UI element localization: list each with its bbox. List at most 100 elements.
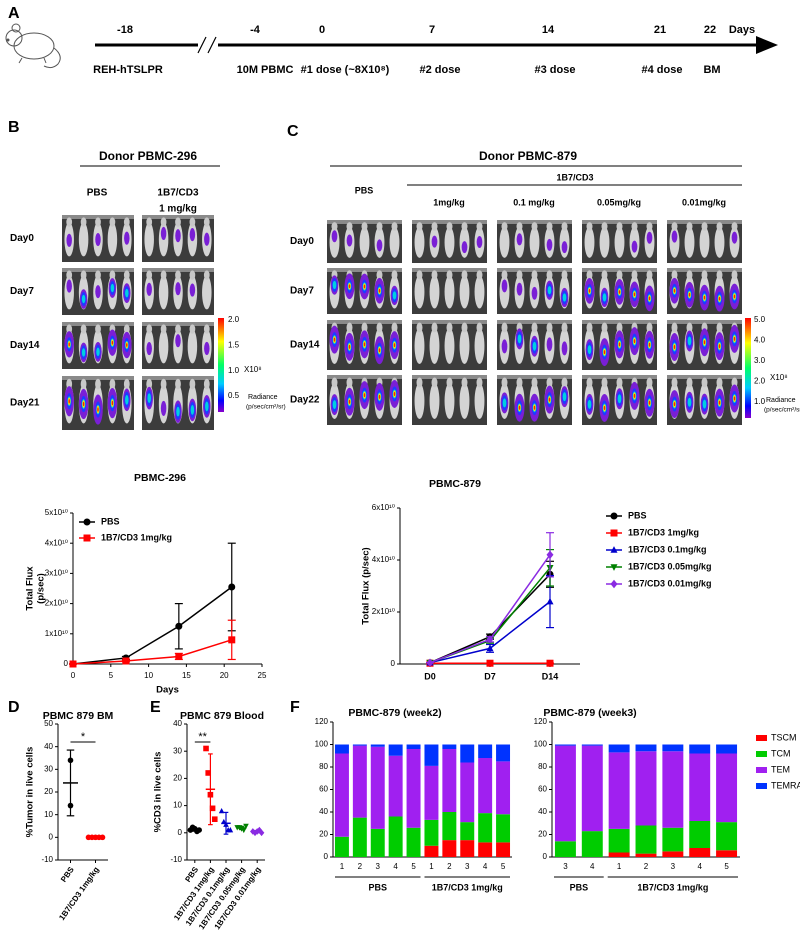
- bioluminescence-image: [142, 268, 214, 315]
- signal: [66, 233, 72, 247]
- y-tick-label: 40: [44, 742, 53, 751]
- x-tick-label: 5: [411, 862, 416, 871]
- image-top-strip: [667, 268, 742, 272]
- signal: [546, 337, 553, 352]
- bioluminescence-image: [497, 375, 572, 425]
- signal: [147, 393, 151, 403]
- signal: [703, 340, 706, 345]
- series-line: [429, 601, 551, 664]
- mouse: [444, 383, 455, 419]
- mouse: [444, 226, 455, 258]
- bioluminescence-image: [62, 322, 134, 369]
- mouse-head: [431, 222, 438, 231]
- marker: [83, 518, 91, 526]
- bioluminescence-image: [327, 220, 402, 263]
- signal: [378, 288, 381, 293]
- image-top-strip: [412, 320, 487, 324]
- mouse: [389, 226, 400, 258]
- bioluminescence-image: [327, 320, 402, 370]
- x-tick-label: 5: [501, 862, 506, 871]
- signal: [176, 406, 180, 417]
- legend-swatch: [756, 751, 767, 757]
- marker: [243, 823, 249, 830]
- row-label: Day0: [290, 236, 314, 247]
- timeline-event: BM: [703, 64, 720, 76]
- x-tick-label: D7: [484, 671, 496, 681]
- x-tick-label: 3: [563, 862, 568, 871]
- colorbar-scale: X10⁸: [770, 373, 788, 382]
- bioluminescence-image: [582, 320, 657, 370]
- marker: [175, 622, 183, 630]
- image-top-strip: [327, 375, 402, 379]
- mouse-head: [146, 217, 153, 227]
- bar-segment: [496, 814, 511, 843]
- chart-title: PBMC-879 (week2): [348, 707, 441, 719]
- signal: [603, 405, 606, 410]
- mouse-head: [109, 270, 116, 280]
- mouse: [158, 329, 169, 364]
- signal: [501, 339, 508, 354]
- mouse-head: [376, 222, 383, 231]
- mouse-head: [561, 270, 568, 280]
- mouse-head: [109, 378, 116, 390]
- timeline-day: 14: [542, 24, 555, 36]
- signal: [561, 241, 568, 254]
- mouse-head: [671, 270, 678, 280]
- image-top-strip: [412, 220, 487, 224]
- image-top-strip: [667, 220, 742, 224]
- timeline-event: #2 dose: [420, 64, 461, 76]
- mouse-head: [109, 217, 116, 227]
- legend-swatch: [756, 735, 767, 741]
- y-tick-label: 4x10¹⁰: [45, 538, 68, 547]
- mouse-head: [501, 377, 508, 388]
- bar-segment: [689, 821, 711, 848]
- signal: [146, 282, 152, 296]
- y-tick-label: 0: [178, 828, 183, 837]
- mouse-head: [616, 377, 623, 388]
- mouse-head: [686, 270, 693, 280]
- mouse-head: [501, 322, 508, 333]
- signal: [189, 228, 196, 242]
- legend-label: 1B7/CD3 1mg/kg: [101, 532, 172, 542]
- mouse-head: [331, 377, 338, 388]
- marker: [610, 529, 618, 537]
- mouse-head: [160, 270, 167, 280]
- bar-segment: [442, 812, 457, 841]
- mouse-head: [203, 378, 210, 390]
- signal: [588, 288, 591, 293]
- row-label: Day0: [10, 233, 34, 244]
- signal: [618, 342, 621, 347]
- column-header: 1B7/CD3: [157, 188, 199, 199]
- y-tick-label: 0: [543, 852, 548, 861]
- mouse-head: [66, 270, 73, 280]
- signal: [160, 226, 167, 241]
- image-top-strip: [497, 375, 572, 379]
- column-header: PBS: [87, 188, 108, 199]
- signal: [618, 290, 621, 294]
- image-top-strip: [62, 376, 134, 380]
- y-tick-label: 100: [315, 740, 329, 749]
- y-tick-label: 80: [319, 762, 328, 771]
- x-tick-label: D14: [542, 671, 559, 681]
- mouse-head: [431, 377, 438, 388]
- y-tick-label: -10: [41, 855, 53, 864]
- colorbar-tick-label: 2.0: [754, 377, 766, 386]
- mouse: [599, 226, 610, 258]
- bar-segment: [352, 817, 367, 857]
- bar-segment: [496, 761, 511, 815]
- mouse-head: [431, 270, 438, 280]
- signal: [687, 336, 692, 346]
- mouse-head: [203, 270, 210, 280]
- marker: [546, 550, 554, 559]
- mouse-head: [160, 217, 167, 227]
- mouse-head: [346, 222, 353, 231]
- bar-segment: [442, 744, 457, 749]
- mouse: [474, 275, 485, 309]
- signal: [476, 235, 483, 248]
- bioluminescence-image: [667, 268, 742, 314]
- mouse-head: [461, 270, 468, 280]
- bioluminescence-image: [667, 320, 742, 370]
- signal: [587, 399, 592, 409]
- series-line: [72, 586, 233, 665]
- bar-segment: [635, 853, 657, 857]
